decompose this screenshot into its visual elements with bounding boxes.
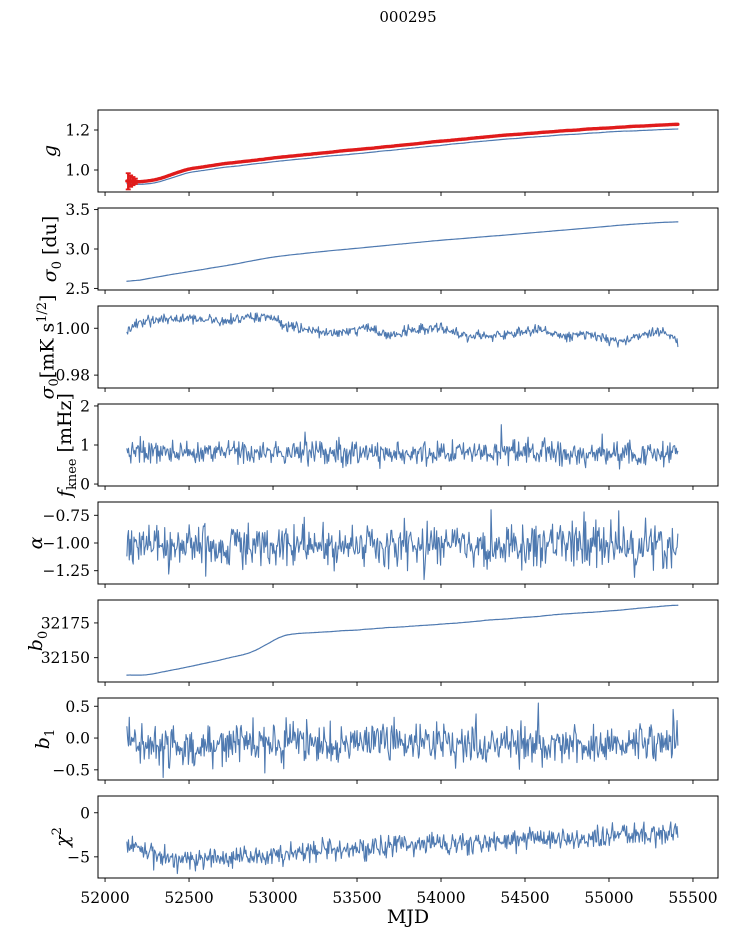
panel-b0: 32150 32175 — [41, 599, 719, 686]
series-chi2-line — [126, 821, 679, 875]
x-tick-label: 52500 — [164, 889, 213, 907]
y-tick-label: 3.0 — [65, 241, 90, 259]
y-tick-label: 32175 — [41, 614, 90, 632]
series-fknee-line — [126, 424, 679, 470]
y-tick-label: 0 — [80, 476, 90, 494]
y-tick-label: −1.25 — [43, 562, 91, 580]
x-tick-label: 53000 — [248, 889, 297, 907]
panel-frame — [97, 403, 719, 487]
series-sigma0-du-line — [126, 221, 679, 282]
y-tick-label: 32150 — [41, 649, 90, 667]
y-tick-label: 1.2 — [65, 122, 90, 140]
y-tick-label: −5 — [67, 848, 90, 866]
plot-title: 000295 — [379, 8, 437, 26]
y-tick-label: 1.0 — [65, 162, 90, 180]
y-tick-label: 2.5 — [65, 280, 90, 298]
panel-b1: 0.5 0.0 −0.5 — [52, 697, 719, 784]
panel-chi2: 0 −5 52000 52500 53000 53500 54000 54500 55000 55… — [67, 795, 719, 907]
panel-fknee: 0 1 2 — [80, 397, 719, 494]
panel-sigma0-mks: 0.98 1.00 — [55, 305, 719, 392]
series-g-estimate-line — [126, 128, 679, 185]
panel-frame — [97, 109, 719, 193]
y-tick-label: 3.5 — [65, 201, 90, 219]
x-tick-label: 55500 — [668, 889, 717, 907]
x-tick-label: 54500 — [500, 889, 549, 907]
x-tick-label: 55000 — [584, 889, 633, 907]
series-b0-line — [126, 604, 679, 676]
y-tick-label: 2 — [80, 397, 90, 415]
series-b1-line — [126, 702, 679, 779]
panel-frame — [97, 599, 719, 683]
x-axis-label: MJD — [386, 906, 430, 928]
panel-frame — [97, 697, 719, 781]
panel-frame — [97, 795, 719, 879]
y-tick-label: 1.00 — [55, 320, 90, 338]
y-tick-label: −1.00 — [43, 535, 91, 553]
panel-frame — [97, 501, 719, 585]
panel-frame — [97, 207, 719, 291]
y-tick-label: 0.98 — [55, 367, 90, 385]
panel-g: 1.0 1.2 — [65, 109, 719, 196]
series-g-smoothed-line — [125, 122, 680, 184]
y-tick-label: 0.0 — [65, 730, 90, 748]
y-tick-label: −0.75 — [43, 507, 91, 525]
x-tick-label: 52000 — [80, 889, 129, 907]
panel-alpha: −0.75 −1.00 −1.25 — [43, 501, 719, 588]
x-tick-label: 54000 — [416, 889, 465, 907]
panel-sigma0-du: 2.5 3.0 3.5 — [65, 201, 719, 298]
series-sigma0-mks-line — [126, 312, 679, 348]
y-tick-label: 0 — [80, 804, 90, 822]
y-tick-label: 0.5 — [65, 698, 90, 716]
y-tick-label: −0.5 — [52, 761, 90, 779]
panel-frame — [97, 305, 719, 389]
y-tick-label: 1 — [80, 437, 90, 455]
x-tick-label: 53500 — [332, 889, 381, 907]
series-alpha-line — [126, 509, 679, 581]
